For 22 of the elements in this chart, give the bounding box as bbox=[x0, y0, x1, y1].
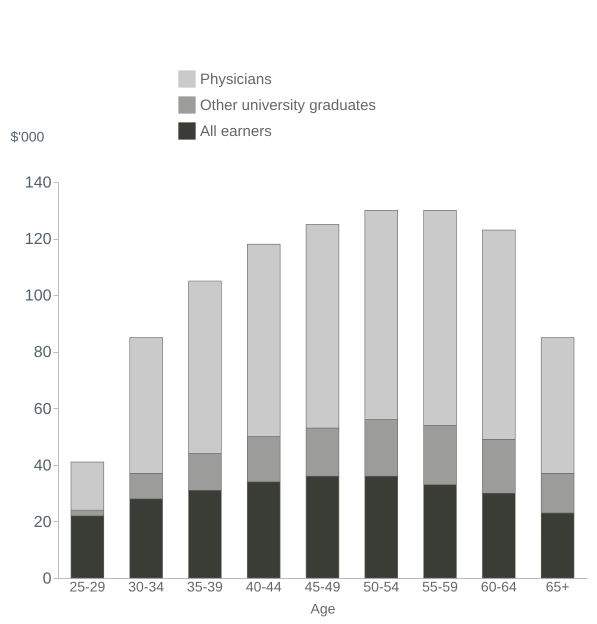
y-tick-label: 0 bbox=[42, 570, 52, 588]
y-tick-label: 40 bbox=[34, 457, 52, 474]
x-tick-label: 40-44 bbox=[246, 578, 282, 594]
y-tick-label: 100 bbox=[24, 288, 52, 305]
legend-label: All earners bbox=[200, 123, 272, 140]
x-tick-label: 35-39 bbox=[187, 578, 224, 594]
x-tick-label: 25-29 bbox=[69, 578, 106, 594]
legend-label: Other university graduates bbox=[200, 97, 376, 114]
y-tick-label: 60 bbox=[34, 400, 52, 418]
x-axis-title: Age bbox=[310, 600, 336, 616]
y-axis-title: $'000 bbox=[10, 128, 45, 144]
x-tick-label: 65+ bbox=[546, 578, 570, 594]
y-tick-label: 120 bbox=[24, 231, 52, 248]
x-tick-label: 50-54 bbox=[363, 578, 400, 594]
y-tick-label: 140 bbox=[24, 174, 52, 192]
x-tick-label: 30-34 bbox=[128, 578, 164, 594]
x-tick-label: 55-59 bbox=[422, 578, 458, 594]
y-tick-label: 80 bbox=[34, 344, 52, 362]
x-tick-label: 45-49 bbox=[304, 578, 341, 594]
y-tick-label: 20 bbox=[34, 514, 52, 531]
x-tick-label: 60-64 bbox=[480, 578, 517, 594]
legend-label: Physicians bbox=[200, 71, 272, 88]
